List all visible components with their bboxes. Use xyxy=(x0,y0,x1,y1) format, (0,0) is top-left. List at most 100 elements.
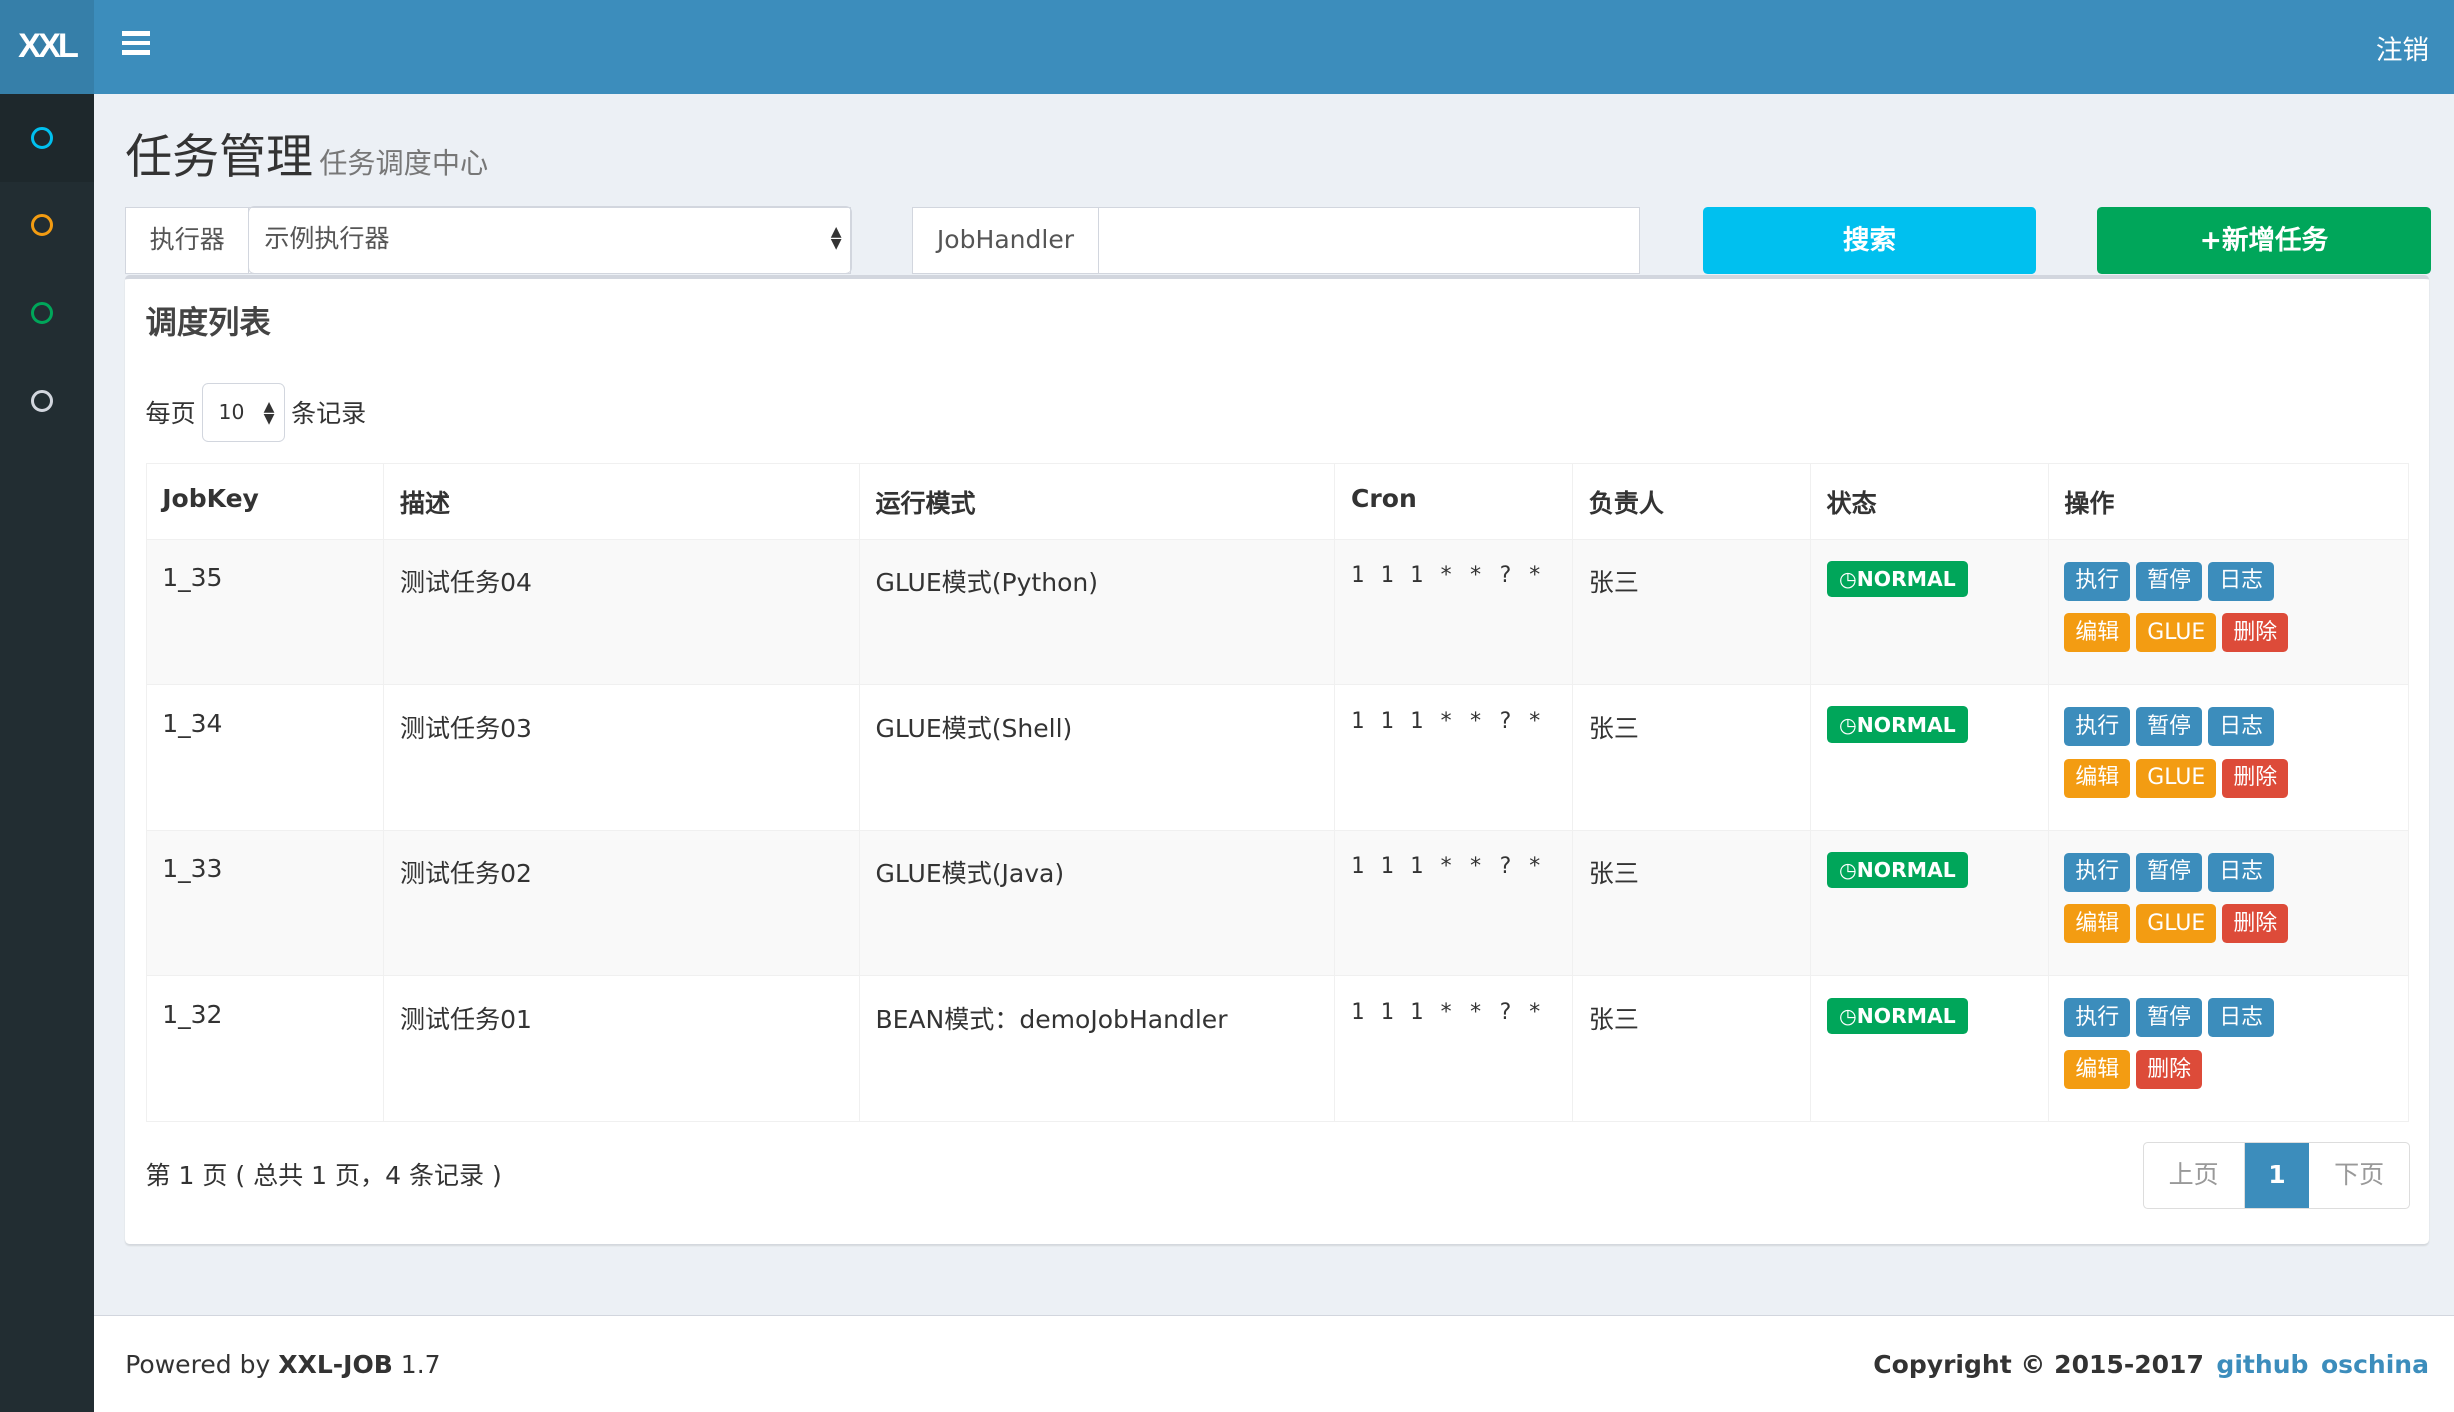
action-button[interactable]: 暂停 xyxy=(2136,561,2203,601)
logout-link[interactable]: 注销 xyxy=(2375,35,2430,67)
page-length-select[interactable]: 10 ▲ ▼ xyxy=(201,382,285,443)
job-key-cell: 1_32 xyxy=(145,975,385,1122)
table-row: 1_32 测试任务01 BEAN模式：demoJobHandler 1 1 1 * *… xyxy=(145,975,2409,1122)
status-badge: ◷NORMAL xyxy=(1826,997,1969,1035)
table-row: 1_35 测试任务04 GLUE模式(Python) 1 1 1 * * ? * 张三 ◷… xyxy=(145,538,2409,686)
status-badge: ◷NORMAL xyxy=(1826,560,1969,598)
page-subtitle: 任务调度中心 xyxy=(319,146,489,180)
column-header[interactable]: JobKey xyxy=(145,462,385,540)
action-button[interactable]: 编辑 xyxy=(2064,904,2131,944)
action-button[interactable]: 执行 xyxy=(2064,707,2131,747)
run-mode-cell: BEAN模式：demoJobHandler xyxy=(858,975,1336,1122)
action-button[interactable]: 删除 xyxy=(2222,613,2289,653)
clock-icon: ◷ xyxy=(1839,712,1857,737)
select-arrows-icon: ▲ ▼ xyxy=(830,223,842,253)
column-header[interactable]: 操作 xyxy=(2047,462,2409,540)
circle-icon xyxy=(31,389,54,412)
table-row: 1_33 测试任务02 GLUE模式(Java) 1 1 1 * * ? * 张三 ◷NO… xyxy=(145,829,2409,977)
search-button[interactable]: 搜索 xyxy=(1702,206,2037,274)
sidebar-item-4[interactable] xyxy=(0,357,94,445)
action-button[interactable]: 编辑 xyxy=(2064,613,2131,653)
executor-value: 示例执行器 xyxy=(264,224,390,254)
powered-by: Powered by XXL-JOB 1.7 xyxy=(125,1350,440,1379)
sidebar-item-1[interactable] xyxy=(0,93,94,182)
action-button[interactable]: GLUE xyxy=(2136,904,2217,944)
select-arrows-icon: ▲ ▼ xyxy=(263,398,275,428)
menu-toggle-icon[interactable] xyxy=(122,31,151,56)
cron-cell: 1 1 1 * * ? * xyxy=(1334,538,1574,686)
column-header[interactable]: 状态 xyxy=(1809,462,2049,540)
cron-cell: 1 1 1 * * ? * xyxy=(1334,684,1574,831)
status-badge: ◷NORMAL xyxy=(1826,851,1969,889)
job-desc-cell: 测试任务04 xyxy=(383,538,860,686)
action-button[interactable]: 日志 xyxy=(2208,998,2275,1038)
oschina-link[interactable]: oschina xyxy=(2320,1350,2430,1380)
action-button[interactable]: 执行 xyxy=(2064,998,2131,1038)
actions-cell: 执行 暂停 日志编辑 删除 xyxy=(2047,975,2409,1122)
status-text: NORMAL xyxy=(1856,1003,1956,1028)
copyright-text: Copyright © 2015-2017 xyxy=(1873,1350,2204,1380)
circle-icon xyxy=(31,126,54,149)
per-page-suffix: 条记录 xyxy=(291,399,367,429)
next-page-button[interactable]: 下页 xyxy=(2334,1159,2385,1189)
page-length: 每页 10 ▲ ▼ 条记录 xyxy=(146,382,367,443)
cron-cell: 1 1 1 * * ? * xyxy=(1334,829,1574,977)
add-job-button[interactable]: +新增任务 xyxy=(2097,206,2431,274)
page-title: 任务管理 任务调度中心 xyxy=(125,119,488,187)
job-desc-cell: 测试任务01 xyxy=(383,975,860,1122)
jobhandler-filter: JobHandler xyxy=(912,206,1641,274)
column-header[interactable]: 运行模式 xyxy=(858,462,1336,540)
job-key-cell: 1_35 xyxy=(145,538,385,686)
github-link[interactable]: github xyxy=(2216,1350,2309,1380)
column-header[interactable]: 负责人 xyxy=(1572,462,1811,540)
status-cell: ◷NORMAL xyxy=(1809,684,2049,831)
column-header[interactable]: 描述 xyxy=(383,462,860,540)
page-1-button[interactable]: 1 xyxy=(2244,1142,2310,1209)
sidebar-item-2[interactable] xyxy=(0,182,94,270)
status-text: NORMAL xyxy=(1856,567,1956,592)
owner-cell: 张三 xyxy=(1572,975,1811,1122)
owner-cell: 张三 xyxy=(1572,684,1811,831)
status-cell: ◷NORMAL xyxy=(1809,829,2049,977)
action-button[interactable]: 日志 xyxy=(2208,852,2275,892)
box-title: 调度列表 xyxy=(145,305,271,342)
executor-filter: 执行器 示例执行器 ▲ ▼ xyxy=(125,206,852,275)
product-version: 1.7 xyxy=(392,1350,441,1380)
executor-select[interactable]: 示例执行器 ▲ ▼ xyxy=(247,206,852,275)
action-button[interactable]: 暂停 xyxy=(2136,998,2203,1038)
logo[interactable]: XXL xyxy=(0,0,94,94)
page-length-value: 10 xyxy=(218,399,245,424)
status-badge: ◷NORMAL xyxy=(1826,706,1969,743)
action-button[interactable]: 删除 xyxy=(2222,904,2289,944)
action-button[interactable]: 删除 xyxy=(2222,758,2289,798)
page-title-text: 任务管理 xyxy=(125,129,313,185)
action-button[interactable]: 执行 xyxy=(2064,852,2131,892)
circle-icon xyxy=(31,302,54,324)
action-button[interactable]: 日志 xyxy=(2208,707,2275,747)
action-button[interactable]: 编辑 xyxy=(2064,758,2131,798)
action-button[interactable]: 暂停 xyxy=(2136,707,2203,747)
action-button[interactable]: 日志 xyxy=(2208,561,2275,601)
pagination-info: 第 1 页 ( 总共 1 页，4 条记录 ) xyxy=(145,1160,502,1190)
cron-cell: 1 1 1 * * ? * xyxy=(1334,975,1574,1122)
job-table: JobKey 描述 运行模式 Cron 负责人 状态 操作 1_35 测试任务04 GLUE模式… xyxy=(145,462,2409,1122)
pagination: 上页 1 下页 xyxy=(2142,1141,2411,1210)
action-button[interactable]: GLUE xyxy=(2136,758,2217,798)
job-list-box: 调度列表 每页 10 ▲ ▼ 条记录 JobKey 描述 运行模式 Cron 负责人 状态 操作… xyxy=(125,275,2430,1245)
column-header[interactable]: Cron xyxy=(1334,462,1574,540)
product-name: XXL-JOB xyxy=(278,1350,393,1380)
action-button[interactable]: 执行 xyxy=(2064,561,2131,601)
jobhandler-label: JobHandler xyxy=(913,207,1099,273)
owner-cell: 张三 xyxy=(1572,538,1811,686)
sidebar-item-3[interactable] xyxy=(0,269,94,357)
clock-icon: ◷ xyxy=(1839,1003,1857,1028)
prev-page-button[interactable]: 上页 xyxy=(2144,1142,2245,1209)
owner-cell: 张三 xyxy=(1572,829,1811,977)
table-row: 1_34 测试任务03 GLUE模式(Shell) 1 1 1 * * ? * 张三 ◷N… xyxy=(145,684,2409,831)
action-button[interactable]: 暂停 xyxy=(2136,852,2203,892)
status-cell: ◷NORMAL xyxy=(1809,975,2049,1122)
action-button[interactable]: GLUE xyxy=(2136,613,2217,653)
action-button[interactable]: 编辑 xyxy=(2064,1049,2131,1089)
action-button[interactable]: 删除 xyxy=(2136,1049,2203,1089)
jobhandler-input[interactable] xyxy=(1099,208,1640,273)
